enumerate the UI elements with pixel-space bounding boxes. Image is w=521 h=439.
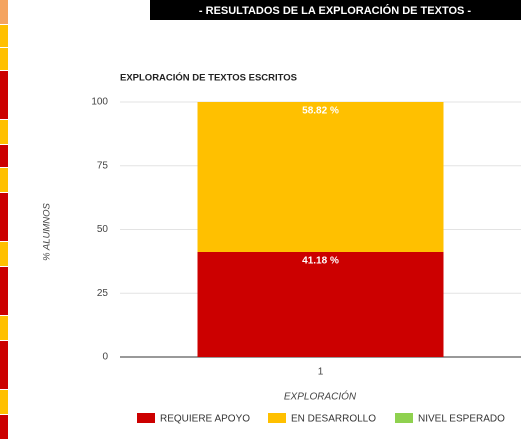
strip-cell [0, 48, 8, 70]
strip-cell [0, 316, 8, 340]
x-tick-label: 1 [318, 367, 324, 378]
legend-swatch [137, 413, 155, 423]
legend-label: EN DESARROLLO [291, 414, 376, 425]
strip-cell [0, 120, 8, 144]
left-strip [0, 0, 8, 439]
strip-cell [0, 415, 8, 439]
legend-swatch [395, 413, 413, 423]
banner [150, 0, 521, 20]
banner-title: - RESULTADOS DE LA EXPLORACIÓN DE TEXTOS… [199, 4, 472, 17]
bar-segment [197, 251, 444, 357]
y-tick-label: 25 [97, 288, 109, 299]
legend-swatch [268, 413, 286, 423]
x-axis-label: EXPLORACIÓN [284, 390, 357, 403]
strip-cell [0, 193, 8, 241]
strip-cell [0, 25, 8, 47]
value-label: 41.18 % [302, 256, 339, 267]
value-label: 58.82 % [302, 106, 339, 117]
strip-cell [0, 341, 8, 389]
legend-label: REQUIERE APOYO [160, 414, 250, 425]
y-tick-label: 50 [97, 224, 109, 235]
strip-cell [0, 267, 8, 315]
strip-cell [0, 71, 8, 119]
strip-cell [0, 145, 8, 167]
strip-cell [0, 168, 8, 192]
strip-cell [0, 242, 8, 266]
y-tick-label: 0 [102, 352, 108, 363]
strip-cell [0, 0, 8, 24]
legend-label: NIVEL ESPERADO [418, 414, 505, 425]
y-tick-label: 75 [97, 160, 109, 171]
y-axis-label: % ALUMNOS [42, 202, 53, 260]
y-tick-label: 100 [91, 97, 108, 108]
bar-segment [197, 102, 444, 252]
chart-title: EXPLORACIÓN DE TEXTOS ESCRITOS [120, 72, 297, 84]
strip-cell [0, 390, 8, 414]
